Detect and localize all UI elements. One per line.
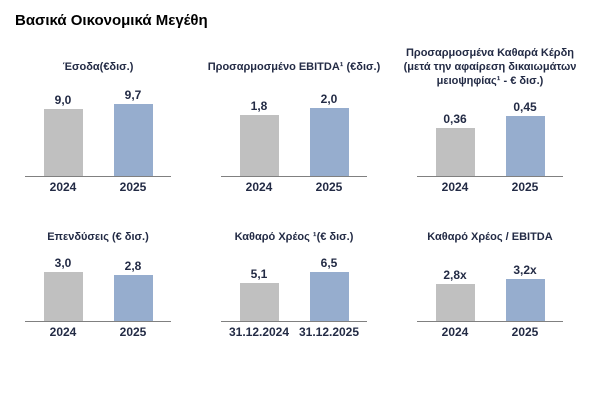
chart-investments: Επενδύσεις (€ δισ.) 3,0 2,8 2024 2025 — [0, 227, 196, 339]
bar-group-2025: 6,5 — [309, 255, 349, 321]
bar-2024 — [43, 109, 83, 176]
bar-2025 — [505, 279, 545, 321]
bar-value-label: 0,36 — [443, 111, 467, 126]
bar-2024 — [435, 128, 475, 176]
chart-adjusted-ebitda: Προσαρμοσμένο EBITDA¹ (€δισ.) 1,8 2,0 20… — [196, 48, 392, 194]
bar-value-label: 6,5 — [320, 255, 338, 270]
bar-2025 — [113, 104, 153, 176]
plot-area: 3,0 2,8 — [0, 249, 196, 321]
bar-group-2024: 5,1 — [239, 266, 279, 321]
chart-net-debt: Καθαρό Χρέος ¹(€ δισ.) 5,1 6,5 31.12.202… — [196, 227, 392, 339]
bar-2025 — [113, 275, 153, 321]
bar-group-2024: 3,0 — [43, 255, 83, 321]
x-axis-label: 2025 — [511, 180, 539, 194]
bar-group-2024: 0,36 — [435, 111, 475, 176]
bar-2024 — [43, 272, 83, 321]
bar-group-2024: 1,8 — [239, 98, 279, 176]
plot-area: 0,36 0,45 — [392, 88, 588, 176]
x-axis-line — [221, 176, 367, 177]
bar-group-2025: 9,7 — [113, 87, 153, 176]
bar-2025 — [309, 272, 349, 321]
x-axis-labels: 2024 2025 — [240, 180, 349, 194]
bar-group-2024: 2,8x — [435, 267, 475, 321]
x-axis-labels: 2024 2025 — [436, 180, 545, 194]
charts-grid: Έσοδα(€δισ.) 9,0 9,7 2024 2025 Προσαρμοσ… — [0, 47, 588, 339]
bar-group-2025: 2,8 — [113, 258, 153, 321]
bar-value-label: 0,45 — [513, 99, 537, 114]
x-axis-label: 2024 — [245, 180, 273, 194]
bar-value-label: 2,0 — [320, 91, 338, 106]
x-axis-label: 2024 — [441, 180, 469, 194]
bar-group-2025: 0,45 — [505, 99, 545, 176]
bar-value-label: 9,7 — [124, 87, 142, 102]
x-axis-label: 2024 — [49, 325, 77, 339]
bar-group-2025: 2,0 — [309, 91, 349, 176]
x-axis-label: 2024 — [441, 325, 469, 339]
x-axis-line — [221, 321, 367, 322]
x-axis-label: 31.12.2025 — [298, 325, 360, 339]
bar-value-label: 3,0 — [54, 255, 72, 270]
chart-title: Καθαρό Χρέος ¹(€ δισ.) — [234, 231, 354, 244]
x-axis-line — [417, 176, 563, 177]
page-title: Βασικά Οικονομικά Μεγέθη — [15, 12, 208, 29]
bar-value-label: 5,1 — [250, 266, 268, 281]
bar-value-label: 9,0 — [54, 92, 72, 107]
chart-revenue: Έσοδα(€δισ.) 9,0 9,7 2024 2025 — [0, 48, 196, 194]
x-axis-label: 2025 — [315, 180, 343, 194]
chart-title: Προσαρμοσμένο EBITDA¹ (€δισ.) — [207, 61, 381, 74]
x-axis-labels: 31.12.2024 31.12.2025 — [228, 325, 360, 339]
bar-value-label: 1,8 — [250, 98, 268, 113]
plot-area: 9,0 9,7 — [0, 88, 196, 176]
x-axis-line — [25, 321, 171, 322]
bar-group-2025: 3,2x — [505, 262, 545, 321]
chart-title: Επενδύσεις (€ δισ.) — [47, 231, 149, 244]
bar-2024 — [239, 115, 279, 176]
chart-title: Προσαρμοσμένα Καθαρά Κέρδη (μετά την αφα… — [403, 47, 577, 87]
plot-area: 2,8x 3,2x — [392, 249, 588, 321]
bar-group-2024: 9,0 — [43, 92, 83, 176]
chart-adjusted-net-profit: Προσαρμοσμένα Καθαρά Κέρδη (μετά την αφα… — [392, 47, 588, 194]
x-axis-line — [25, 176, 171, 177]
x-axis-line — [417, 321, 563, 322]
bar-value-label: 3,2x — [513, 262, 537, 277]
x-axis-label: 31.12.2024 — [228, 325, 290, 339]
x-axis-labels: 2024 2025 — [44, 325, 153, 339]
x-axis-labels: 2024 2025 — [44, 180, 153, 194]
bar-value-label: 2,8x — [443, 267, 467, 282]
plot-area: 5,1 6,5 — [196, 249, 392, 321]
bar-2025 — [505, 116, 545, 176]
bar-2025 — [309, 108, 349, 176]
bar-value-label: 2,8 — [124, 258, 142, 273]
plot-area: 1,8 2,0 — [196, 88, 392, 176]
chart-title: Έσοδα(€δισ.) — [62, 61, 134, 74]
x-axis-label: 2024 — [49, 180, 77, 194]
chart-title: Καθαρό Χρέος / EBITDA — [427, 231, 553, 244]
x-axis-label: 2025 — [119, 180, 147, 194]
bar-2024 — [239, 283, 279, 321]
x-axis-labels: 2024 2025 — [436, 325, 545, 339]
chart-net-debt-to-ebitda: Καθαρό Χρέος / EBITDA 2,8x 3,2x 2024 202… — [392, 227, 588, 339]
x-axis-label: 2025 — [511, 325, 539, 339]
bar-2024 — [435, 284, 475, 321]
x-axis-label: 2025 — [119, 325, 147, 339]
